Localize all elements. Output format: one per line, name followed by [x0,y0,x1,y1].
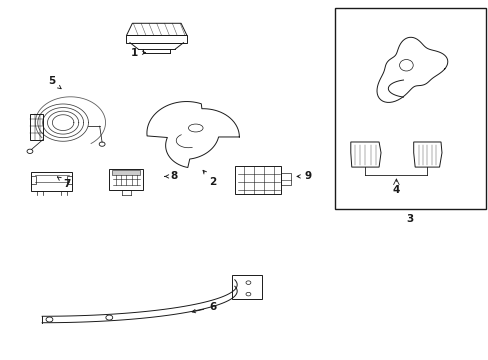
Bar [109,169,142,190]
Bar [30,114,42,140]
Bar [232,275,261,299]
Text: 7: 7 [58,177,70,189]
Bar [281,173,290,185]
Text: 9: 9 [296,171,311,181]
Bar [112,170,140,175]
Bar [67,176,72,184]
Text: 1: 1 [131,48,145,58]
Text: 4: 4 [392,185,399,195]
Bar [31,176,36,184]
Bar [334,8,485,209]
Bar [234,166,281,194]
Text: 3: 3 [406,215,413,224]
Text: 6: 6 [192,302,216,313]
Text: 2: 2 [203,170,216,187]
Bar [31,172,72,191]
Text: 8: 8 [164,171,177,181]
Text: 5: 5 [48,76,61,89]
